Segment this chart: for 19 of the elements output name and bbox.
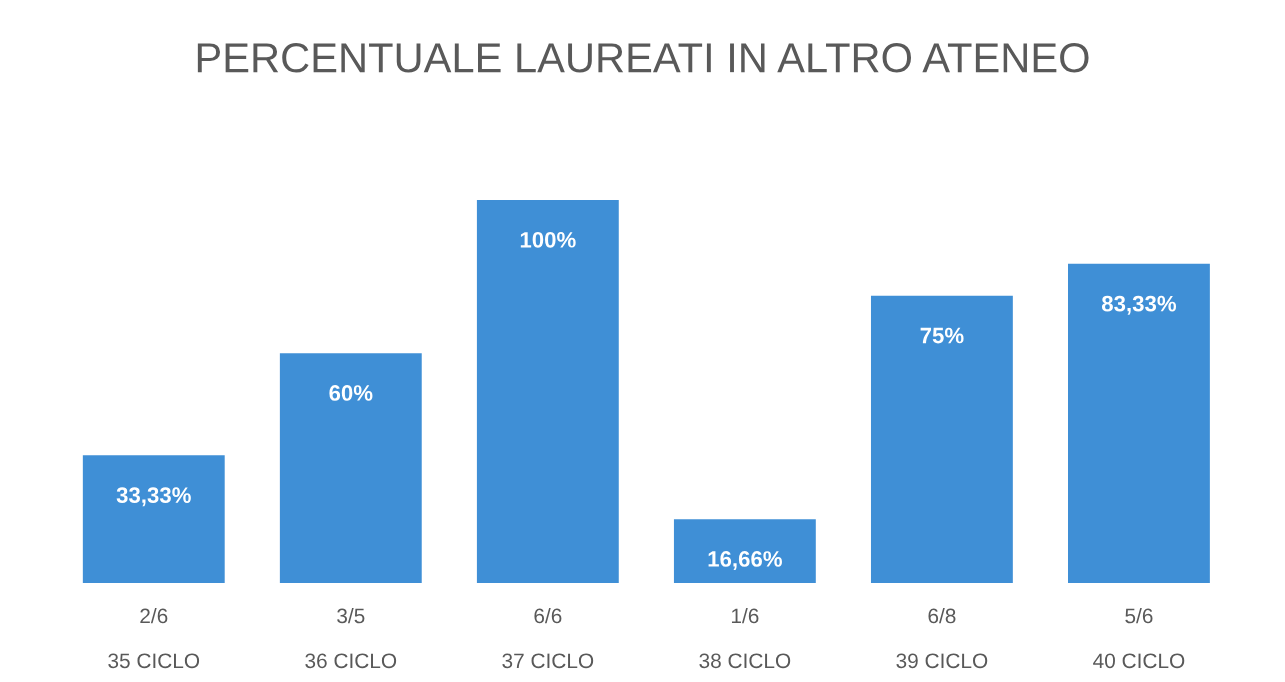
category-label: 1/6 38 CICLO	[699, 608, 791, 669]
data-label: 100%	[520, 231, 576, 248]
bar	[476, 200, 619, 583]
bar	[1068, 263, 1210, 583]
bar	[279, 353, 422, 583]
data-label: 16,66%	[708, 551, 782, 571]
category-label: 2/6 35 CICLO	[108, 608, 200, 669]
category-label: 3/5 36 CICLO	[305, 608, 397, 669]
bar	[870, 295, 1013, 583]
category-label: 6/6 37 CICLO	[502, 608, 594, 669]
data-label: 60%	[329, 385, 373, 401]
category-label: 5/6 40 CICLO	[1093, 608, 1185, 669]
category-label: 6/8 39 CICLO	[896, 608, 988, 669]
bar	[673, 519, 816, 583]
data-label: 33,33%	[116, 487, 191, 507]
data-label: 83,33%	[1101, 295, 1177, 315]
bar	[82, 455, 225, 583]
chart-title: PERCENTUALE LAUREATI IN ALTRO ATENEO	[197, 43, 1089, 73]
data-label: 75%	[920, 327, 964, 344]
